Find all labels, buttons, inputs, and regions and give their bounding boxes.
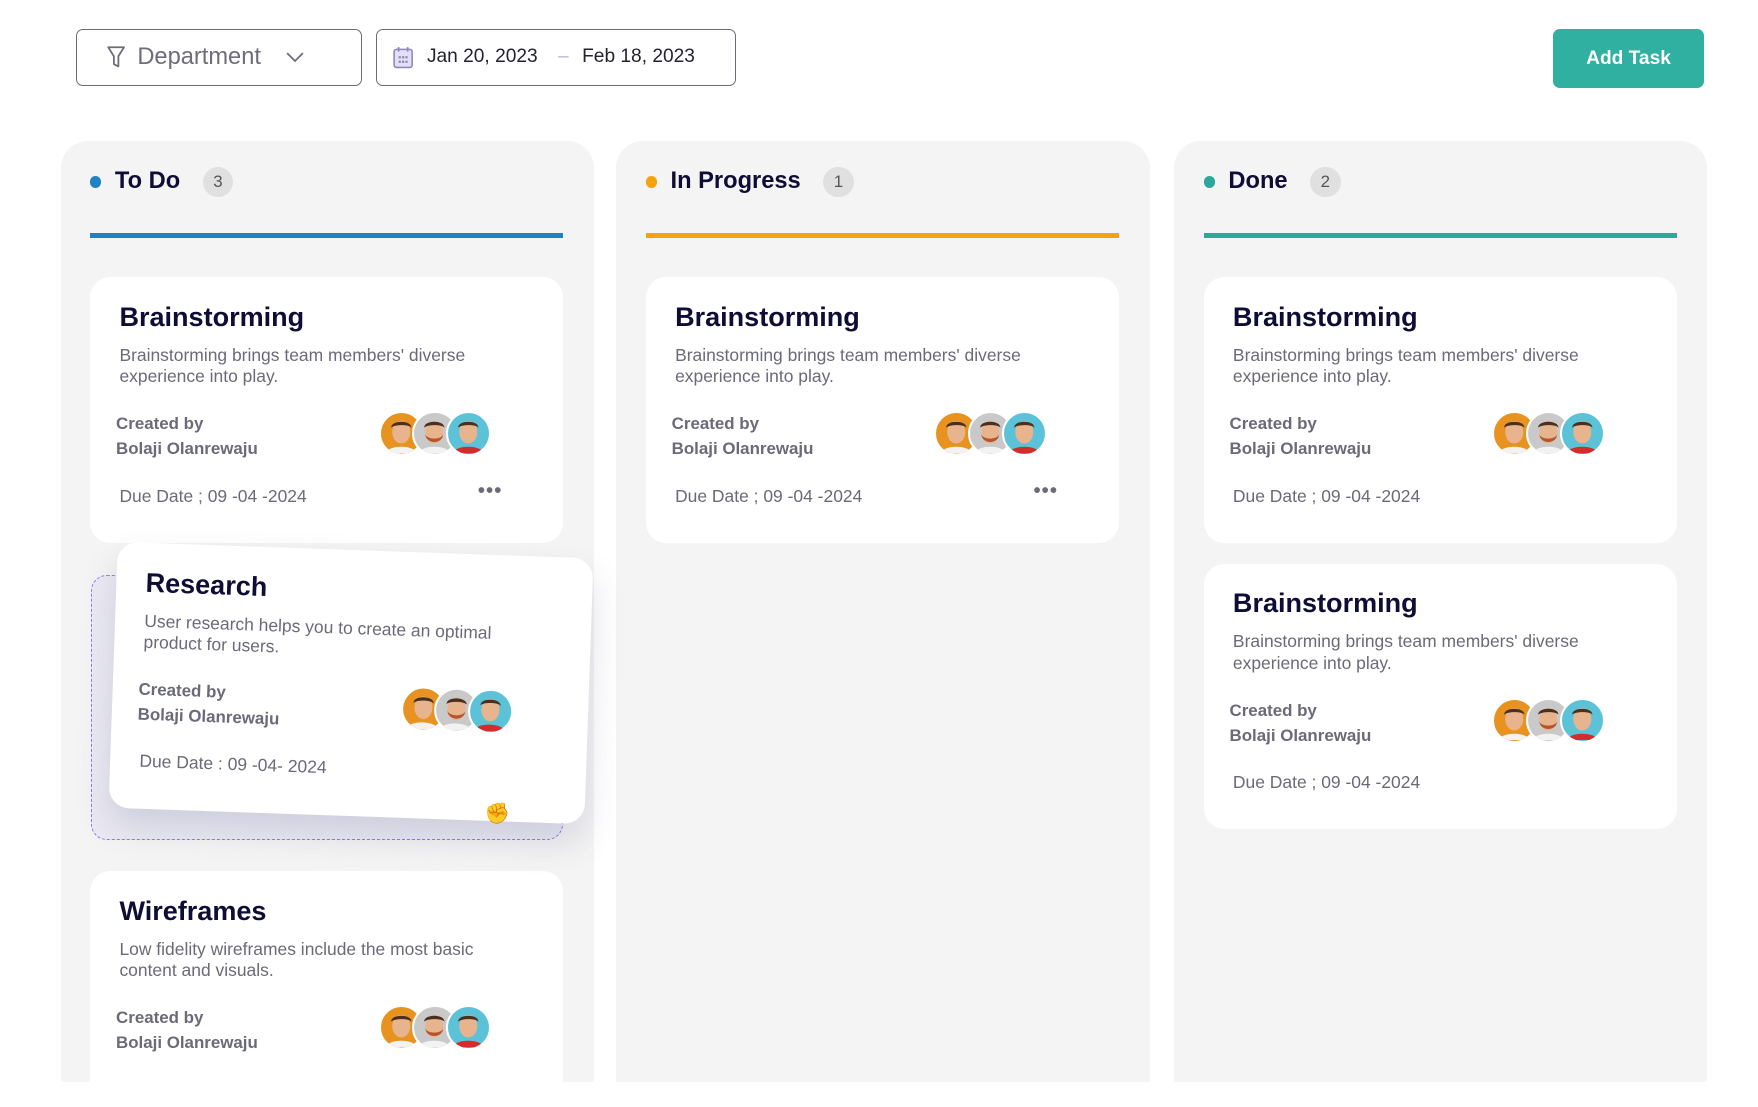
task-count-badge: 3 xyxy=(202,166,234,198)
card-title: Research xyxy=(144,567,268,602)
creator-name: Bolaji Olanrewaju xyxy=(137,704,280,729)
created-by: Created by Bolaji Olanrewaju xyxy=(672,412,814,462)
assignee-avatars xyxy=(1492,411,1605,457)
column-title: In Progress xyxy=(670,168,801,195)
calendar-icon xyxy=(393,47,414,69)
creator-name: Bolaji Olanrewaju xyxy=(116,439,258,459)
assignee-avatars xyxy=(378,1005,492,1051)
task-card[interactable]: Brainstorming Brainstorming brings team … xyxy=(90,277,564,544)
column-header: Done 2 xyxy=(1203,166,1341,198)
due-date: Due Date ; 09 -04 -2024 xyxy=(1232,771,1421,792)
more-options-icon[interactable]: ••• xyxy=(477,480,503,503)
due-date: Due Date ; 09 -04 -2024 xyxy=(119,485,307,506)
creator-name: Bolaji Olanrewaju xyxy=(1229,439,1372,459)
column-header: To Do 3 xyxy=(90,166,234,198)
avatar xyxy=(467,688,514,735)
due-date: Due Date ; 09 -04 -2024 xyxy=(1232,485,1421,506)
avatar xyxy=(433,687,480,734)
card-title: Brainstorming xyxy=(1232,588,1418,619)
created-by-label: Created by xyxy=(116,414,204,434)
assignee-avatars xyxy=(934,411,1047,457)
status-dot xyxy=(645,176,658,188)
task-card[interactable]: Wireframes Low fidelity wireframes inclu… xyxy=(90,871,564,1082)
avatar xyxy=(1559,411,1605,457)
creator-name: Bolaji Olanrewaju xyxy=(1229,725,1372,745)
created-by: Created by Bolaji Olanrewaju xyxy=(137,678,280,733)
avatar xyxy=(446,411,492,457)
created-by: Created by Bolaji Olanrewaju xyxy=(116,1006,258,1056)
card-title: Brainstorming xyxy=(1232,302,1418,333)
chevron-down-icon xyxy=(286,52,304,63)
avatar xyxy=(446,1005,492,1051)
card-description: User research helps you to create an opt… xyxy=(142,610,492,657)
avatar xyxy=(1559,697,1605,743)
avatar xyxy=(1001,411,1047,457)
created-by: Created by Bolaji Olanrewaju xyxy=(1230,699,1372,749)
department-filter[interactable]: Department xyxy=(75,29,362,86)
date-range-picker[interactable]: Jan 20, 2023 – Feb 18, 2023 xyxy=(376,29,736,86)
avatar xyxy=(399,685,447,733)
column-divider xyxy=(1203,233,1677,238)
status-dot xyxy=(1203,176,1215,188)
more-options-icon[interactable]: ••• xyxy=(1033,480,1059,503)
card-description: Brainstorming brings team members' diver… xyxy=(675,344,1021,387)
column-header: In Progress 1 xyxy=(645,166,854,198)
assignee-avatars xyxy=(399,685,514,735)
created-by-label: Created by xyxy=(1229,414,1317,434)
due-date: Due Date : 09 -04- 2024 xyxy=(138,751,327,778)
card-title: Brainstorming xyxy=(675,302,860,333)
grab-cursor-icon: ✊ xyxy=(484,803,510,826)
filter-icon xyxy=(107,46,125,68)
due-date: Due Date ; 09 -04 -2024 xyxy=(675,485,863,506)
column-title: To Do xyxy=(114,168,181,195)
creator-name: Bolaji Olanrewaju xyxy=(671,439,814,459)
column-title: Done xyxy=(1228,168,1288,195)
column-done: Done 2 Brainstorming Brainstorming bring… xyxy=(1174,140,1708,1082)
task-card-dragging[interactable]: Research User research helps you to crea… xyxy=(108,541,593,825)
column-divider xyxy=(645,233,1120,238)
created-by-label: Created by xyxy=(671,414,759,434)
avatar xyxy=(1492,411,1538,457)
card-title: Brainstorming xyxy=(119,302,305,333)
date-separator: – xyxy=(557,46,569,68)
creator-name: Bolaji Olanrewaju xyxy=(116,1033,258,1053)
date-start[interactable]: Jan 20, 2023 xyxy=(426,46,538,68)
assignee-avatars xyxy=(1492,697,1605,743)
card-description: Brainstorming brings team members' diver… xyxy=(1232,631,1579,673)
task-count-badge: 2 xyxy=(1310,166,1341,198)
card-description: Brainstorming brings team members' diver… xyxy=(1232,344,1579,387)
task-card[interactable]: Brainstorming Brainstorming brings team … xyxy=(1203,563,1677,830)
add-task-button[interactable]: Add Task xyxy=(1553,29,1705,88)
task-card[interactable]: Brainstorming Brainstorming brings team … xyxy=(645,277,1120,544)
status-dot xyxy=(90,176,102,188)
card-title: Wireframes xyxy=(119,895,267,926)
card-description: Brainstorming brings team members' diver… xyxy=(119,344,466,387)
created-by-label: Created by xyxy=(1229,700,1317,720)
card-description: Low fidelity wireframes include the most… xyxy=(119,938,474,981)
created-by-label: Created by xyxy=(116,1008,204,1028)
created-by: Created by Bolaji Olanrewaju xyxy=(1230,412,1372,462)
column-divider xyxy=(90,233,564,238)
date-end[interactable]: Feb 18, 2023 xyxy=(582,46,695,68)
task-count-badge: 1 xyxy=(823,166,854,198)
column-in-progress: In Progress 1 Brainstorming Brainstormin… xyxy=(616,140,1150,1082)
task-card[interactable]: Brainstorming Brainstorming brings team … xyxy=(1203,277,1677,544)
assignee-avatars xyxy=(378,411,492,457)
created-by: Created by Bolaji Olanrewaju xyxy=(116,412,258,462)
department-label: Department xyxy=(137,43,261,70)
